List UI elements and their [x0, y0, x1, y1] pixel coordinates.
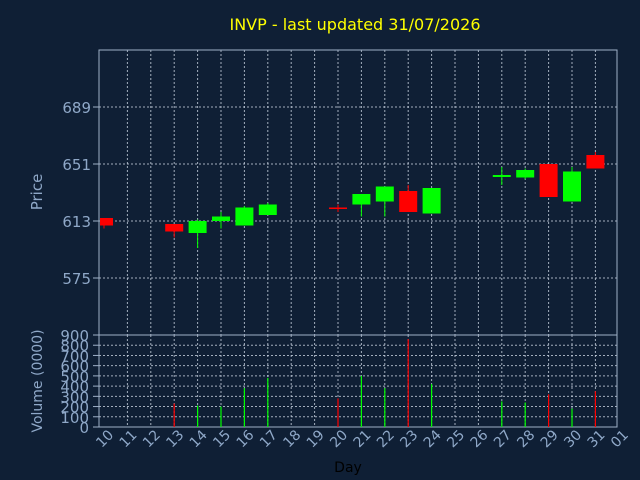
candle — [516, 168, 535, 179]
candle-body — [165, 224, 184, 232]
candle-body — [516, 170, 535, 178]
candle — [100, 218, 113, 229]
candle — [422, 188, 441, 214]
volume-tick-label: 100 — [60, 409, 89, 427]
candle-body — [563, 171, 581, 202]
candle-body — [352, 194, 371, 205]
candle — [563, 167, 581, 202]
candle-body — [258, 204, 277, 215]
candle-body — [100, 218, 113, 226]
volume-axis-label: Volume (0000) — [30, 329, 46, 432]
candle — [188, 219, 207, 248]
volume-tick-label: 500 — [60, 368, 89, 386]
volume-tick-label: 300 — [60, 388, 89, 406]
candle — [329, 204, 347, 212]
price-tick-label: 689 — [62, 99, 91, 117]
candle — [212, 212, 230, 229]
price-tick-label: 651 — [62, 156, 91, 174]
candle-body — [375, 186, 394, 202]
candle — [399, 185, 418, 212]
volume-tick-label: 700 — [60, 347, 89, 365]
y-axis-label: Price — [28, 174, 46, 211]
candle-body — [422, 188, 441, 214]
candle — [235, 206, 254, 226]
volume-tick-label: 200 — [60, 399, 89, 417]
volume-tick-label: 400 — [60, 378, 89, 396]
candle-body — [539, 164, 558, 197]
candle — [258, 203, 277, 215]
candle — [492, 167, 511, 185]
volume-tick-label: 600 — [60, 358, 89, 376]
candle-body — [188, 221, 207, 233]
candle — [586, 152, 605, 169]
volume-tick-label: 800 — [60, 337, 89, 355]
x-axis-label: Day — [334, 460, 362, 476]
volume-panel-frame — [98, 334, 618, 428]
price-tick-label: 575 — [62, 270, 91, 288]
candle-body — [212, 216, 230, 221]
chart-title: INVP - last updated 31/07/2026 — [229, 15, 480, 34]
candle — [375, 186, 394, 217]
candle-body — [329, 207, 347, 209]
candle — [539, 164, 558, 197]
candle — [165, 224, 184, 238]
candles — [100, 152, 605, 248]
price-tick-label: 613 — [62, 213, 91, 231]
candle — [352, 194, 371, 217]
x-axis: 10 11 12 13 14 15 16 17 18 19 20 21 22 23 24 25 26 27 28 29… — [93, 427, 632, 451]
candle-body — [399, 191, 418, 212]
candle-body — [235, 207, 254, 226]
price-grid — [99, 50, 617, 335]
candle-body — [586, 155, 605, 169]
volume-tick-label: 900 — [60, 327, 89, 345]
price-axis: 575 613 651 689 — [62, 99, 99, 288]
volume-tick-label: 0 — [79, 419, 89, 437]
volume-bars — [173, 339, 597, 427]
